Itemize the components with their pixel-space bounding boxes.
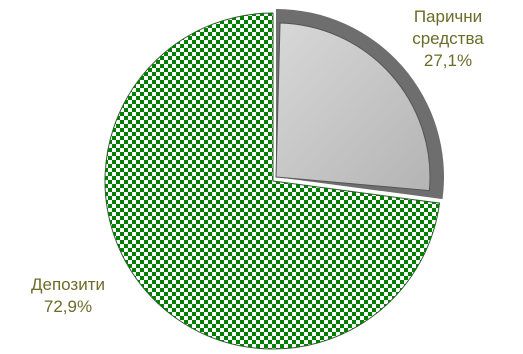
slice-name-label: Депозити [31,275,105,294]
pie-labels: Парични средства 27,1% Депозити 72,9% [31,7,484,316]
pie-slices [104,9,444,350]
label-depoziti: Депозити 72,9% [31,275,105,316]
slice-depoziti [104,12,441,350]
slice-name-label: Парични [414,7,482,26]
slice-value-label: 72,9% [44,297,92,316]
slice-value-label: 27,1% [424,51,472,70]
slice-paricni-sredstva [275,22,431,192]
label-paricni-sredstva: Парични средства 27,1% [412,7,484,70]
slice-name-label: средства [412,29,484,48]
